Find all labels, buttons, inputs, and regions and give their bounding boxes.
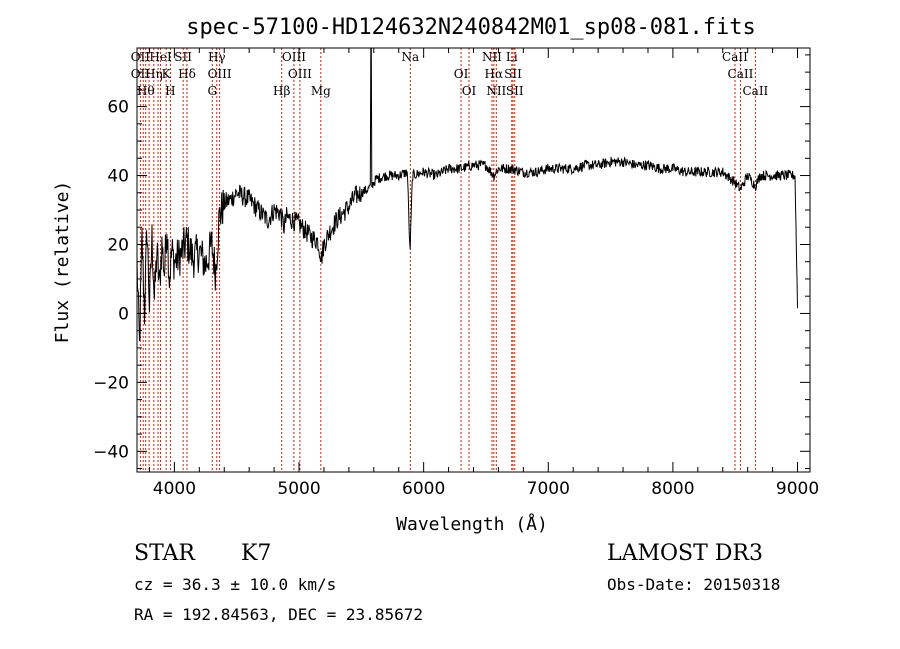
- y-tick-label: −20: [93, 373, 129, 393]
- line-marker-label: OI: [462, 84, 477, 98]
- line-marker-label: Na: [401, 50, 419, 64]
- line-marker-label: CaII: [722, 50, 748, 64]
- x-tick-label: 7000: [527, 479, 570, 499]
- subclass-label: K7: [241, 541, 271, 566]
- line-marker-label: OIII: [208, 67, 232, 81]
- line-marker-label: Hα: [485, 67, 504, 81]
- chart-title: spec-57100-HD124632N240842M01_sp08-081.f…: [186, 15, 756, 40]
- line-marker-label: Hβ: [273, 84, 290, 98]
- line-marker-label: Hδ: [178, 67, 196, 81]
- line-marker-label: H: [165, 84, 175, 98]
- y-tick-label: 60: [107, 98, 129, 118]
- x-tick-label: 9000: [776, 479, 819, 499]
- classification-label: STAR: [134, 541, 196, 566]
- line-marker-label: Hθ: [137, 84, 155, 98]
- line-marker-label: Hη: [145, 67, 163, 81]
- line-marker-label: SII: [174, 50, 192, 64]
- y-tick-label: −40: [93, 442, 129, 462]
- y-tick-label: 40: [107, 167, 129, 187]
- line-marker-label: Hγ: [208, 50, 226, 64]
- spectrum-line: [136, 47, 798, 341]
- line-marker-label: G: [207, 84, 217, 98]
- line-marker-label: NII: [486, 84, 506, 98]
- y-tick-label: 20: [107, 235, 129, 255]
- line-marker-label: SII: [504, 67, 522, 81]
- line-marker-label: NII: [482, 50, 502, 64]
- line-marker-label: HeI: [149, 50, 172, 64]
- y-axis-ticks: −40 −20 0 20 40 60: [93, 54, 810, 470]
- x-tick-label: 5000: [277, 479, 320, 499]
- y-tick-label: 0: [118, 304, 129, 324]
- line-marker-label: OIII: [282, 50, 306, 64]
- line-marker-label: Mg: [311, 84, 331, 98]
- x-tick-label: 8000: [651, 479, 694, 499]
- line-marker-label: OII: [131, 67, 151, 81]
- x-tick-label: 4000: [153, 479, 196, 499]
- x-tick-label: 6000: [402, 479, 445, 499]
- line-marker-label: CaII: [742, 84, 768, 98]
- coordinates-label: RA = 192.84563, DEC = 23.85672: [134, 605, 423, 624]
- x-axis-label: Wavelength (Å): [396, 513, 548, 535]
- line-marker-label: OI: [454, 67, 469, 81]
- x-axis-ticks: 4000 5000 6000 7000 8000 9000: [148, 48, 819, 499]
- line-marker-label: Li: [506, 50, 518, 64]
- line-marker-labels: OII OII Hθ Hη HeI KH SII Hδ G Hγ OIII Hβ OIII OIII Mg N…: [131, 50, 769, 98]
- line-marker-label: CaII: [728, 67, 754, 81]
- line-marker-label: SII: [506, 84, 524, 98]
- velocity-label: cz = 36.3 ± 10.0 km/s: [134, 575, 336, 594]
- plot-frame: [136, 47, 811, 473]
- line-marker-label: OIII: [288, 67, 312, 81]
- line-markers: [139, 48, 756, 472]
- line-marker-label: OII: [131, 50, 151, 64]
- line-marker-label: K: [162, 67, 172, 81]
- obs-date-label: Obs-Date: 20150318: [607, 575, 780, 594]
- y-axis-label: Flux (relative): [52, 181, 73, 344]
- survey-label: LAMOST DR3: [607, 541, 763, 566]
